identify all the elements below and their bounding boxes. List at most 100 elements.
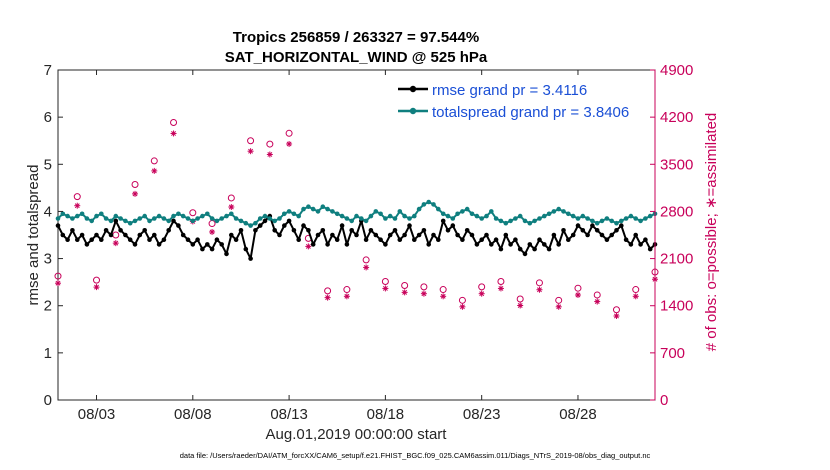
rmse-point [517,246,523,252]
rmse-point [556,242,561,247]
obs-possible-marker [343,286,351,294]
spread-point [156,213,162,219]
rmse-point [70,228,75,233]
obs-assimilated-marker [613,313,620,320]
spread-point [368,213,374,219]
spread-point [416,206,422,212]
spread-point [75,213,80,219]
rmse-point [561,228,566,233]
y-tick-label: 6 [44,109,52,126]
rmse-point [296,237,302,242]
spread-point [566,211,571,217]
spread-point [426,199,432,205]
rmse-point [127,237,133,242]
spread-point [503,220,509,226]
y-right-tick-label: 2800 [660,203,693,220]
rmse-point [604,237,610,242]
spread-point [532,218,537,224]
spread-point [498,218,504,224]
rmse-point [585,232,590,238]
rmse-point [590,223,595,228]
spread-point [599,218,605,224]
spread-point [546,211,552,217]
rmse-point [614,228,619,233]
rmse-point [229,232,234,238]
obs-possible-marker [170,119,178,127]
obs-asterisk-stroke [209,229,215,235]
rmse-point [176,223,181,228]
rmse-point [156,242,162,247]
spread-point [344,216,350,221]
obs-asterisk-stroke [228,204,234,210]
spread-point [527,220,533,226]
spread-point [243,220,249,226]
rmse-point [171,218,176,224]
spread-point [508,218,513,224]
spread-point [296,213,302,219]
spread-point [286,209,292,214]
spread-point [614,220,619,226]
obs-assimilated-marker [266,151,273,158]
rmse-point [99,237,104,242]
spread-point [176,211,181,217]
spread-point [464,206,470,212]
rmse-point [474,242,480,247]
obs-asterisk-stroke [325,295,331,301]
spread-point [460,209,465,214]
spread-point [200,213,205,219]
obs-assimilated-marker [112,240,119,247]
obs-asterisk-stroke [614,313,619,319]
spread-point [142,213,147,219]
spread-point [604,216,610,221]
spread-point [233,216,239,221]
axes: 0 1 2 3 4 5 6 7 0 700 1400 2100 2800 3500 4200 4900 08/0… [44,62,694,423]
rmse-point [436,237,441,242]
spread-point [493,216,499,221]
spread-point [513,216,518,221]
x-tick-label: 08/18 [367,406,405,423]
obs-possible-marker [458,296,466,304]
obs-possible-marker [150,157,158,165]
obs-possible-marker [574,284,582,292]
spread-point [450,216,456,221]
obs-possible-marker [247,137,255,145]
obs-assimilated-marker [536,286,543,293]
rmse-point [108,232,114,238]
y-tick-label: 3 [44,251,52,268]
obs-possible-marker [54,272,62,280]
spread-point [522,218,528,224]
spread-point [320,204,326,209]
obs-assimilated-marker [420,290,427,297]
obs-asterisk-stroke [286,141,292,147]
rmse-point [238,228,244,233]
legend-label-spread: totalspread grand pr = 3.8406 [432,104,629,121]
rmse-point [209,246,215,252]
legend: rmse grand pr = 3.4116 totalspread grand… [392,78,647,121]
rmse-point [132,242,138,247]
rmse-point [142,228,147,233]
spread-point [282,211,287,217]
spread-point [79,211,85,217]
obs-count-markers [54,119,659,320]
obs-possible-marker [420,283,428,291]
rmse-point [315,232,321,238]
obs-possible-marker [266,140,274,148]
spread-point [551,209,557,214]
y-tick-label: 4 [44,203,52,220]
rmse-point [633,232,638,238]
obs-assimilated-marker [440,293,447,300]
rmse-point [60,232,66,238]
obs-possible-marker [439,286,447,294]
spread-point [407,216,412,221]
spread-point [301,206,306,212]
spread-point [219,216,224,221]
obs-asterisk-stroke [344,293,350,299]
rmse-point [623,237,629,242]
rmse-point [325,242,330,247]
spread-point [224,213,229,219]
rmse-point [152,232,157,238]
spread-point [585,216,590,221]
spread-point [195,216,200,221]
obs-assimilated-marker [382,285,389,292]
